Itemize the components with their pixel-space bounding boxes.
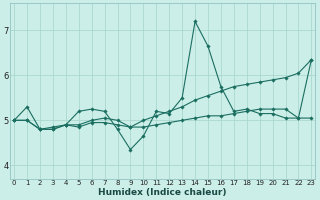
X-axis label: Humidex (Indice chaleur): Humidex (Indice chaleur): [99, 188, 227, 197]
